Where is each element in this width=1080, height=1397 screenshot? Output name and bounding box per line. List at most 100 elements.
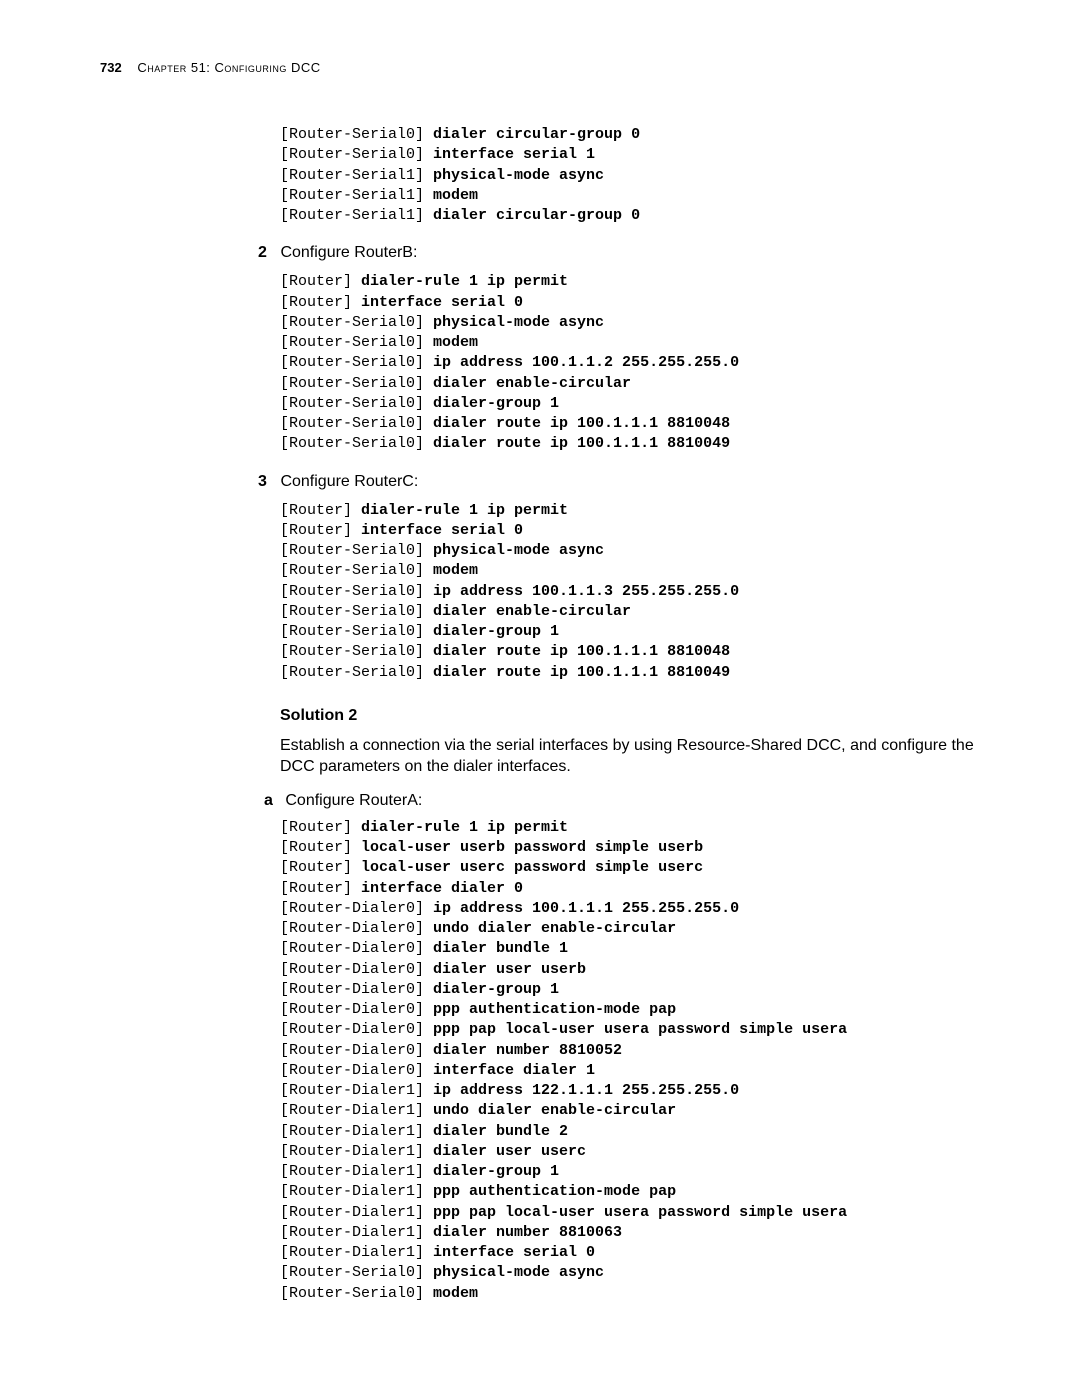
step-2: 2 Configure RouterB: bbox=[258, 244, 980, 262]
solution-paragraph: Establish a connection via the serial in… bbox=[280, 735, 980, 778]
document-page: 732 Chapter 51: Configuring DCC [Router-… bbox=[0, 0, 1080, 1382]
page-number: 732 bbox=[100, 60, 122, 75]
code-line: [Router-Serial0] modem bbox=[280, 1284, 980, 1304]
code-command: dialer bundle 1 bbox=[433, 940, 568, 957]
code-line: [Router-Dialer1] undo dialer enable-circ… bbox=[280, 1101, 980, 1121]
code-prompt: [Router-Dialer0] bbox=[280, 1042, 433, 1059]
code-command: physical-mode async bbox=[433, 1264, 604, 1281]
code-line: [Router-Dialer1] dialer bundle 2 bbox=[280, 1122, 980, 1142]
code-command: ip address 122.1.1.1 255.255.255.0 bbox=[433, 1082, 739, 1099]
code-command: modem bbox=[433, 562, 478, 579]
code-prompt: [Router-Serial0] bbox=[280, 1264, 433, 1281]
code-line: [Router-Serial0] dialer enable-circular bbox=[280, 374, 980, 394]
code-prompt: [Router-Dialer1] bbox=[280, 1183, 433, 1200]
step-text: Configure RouterC: bbox=[280, 473, 418, 490]
code-line: [Router-Dialer1] interface serial 0 bbox=[280, 1243, 980, 1263]
code-command: dialer bundle 2 bbox=[433, 1123, 568, 1140]
code-prompt: [Router-Dialer1] bbox=[280, 1102, 433, 1119]
code-command: dialer-rule 1 ip permit bbox=[361, 273, 568, 290]
code-prompt: [Router-Serial1] bbox=[280, 207, 433, 224]
code-line: [Router] interface dialer 0 bbox=[280, 879, 980, 899]
code-line: [Router] interface serial 0 bbox=[280, 293, 980, 313]
code-line: [Router-Dialer0] dialer user userb bbox=[280, 960, 980, 980]
step-text: Configure RouterB: bbox=[280, 244, 417, 261]
code-command: interface serial 0 bbox=[433, 1244, 595, 1261]
code-prompt: [Router-Dialer1] bbox=[280, 1204, 433, 1221]
code-prompt: [Router-Serial0] bbox=[280, 623, 433, 640]
code-command: local-user userb password simple userb bbox=[361, 839, 703, 856]
code-prompt: [Router-Dialer0] bbox=[280, 961, 433, 978]
code-prompt: [Router] bbox=[280, 839, 361, 856]
code-command: ip address 100.1.1.1 255.255.255.0 bbox=[433, 900, 739, 917]
code-command: dialer enable-circular bbox=[433, 603, 631, 620]
code-line: [Router-Dialer0] dialer bundle 1 bbox=[280, 939, 980, 959]
code-command: interface dialer 0 bbox=[361, 880, 523, 897]
code-prompt: [Router-Serial0] bbox=[280, 542, 433, 559]
code-command: physical-mode async bbox=[433, 167, 604, 184]
code-prompt: [Router-Dialer0] bbox=[280, 1021, 433, 1038]
code-prompt: [Router] bbox=[280, 819, 361, 836]
code-line: [Router-Dialer1] dialer number 8810063 bbox=[280, 1223, 980, 1243]
code-prompt: [Router-Serial0] bbox=[280, 146, 433, 163]
code-line: [Router-Serial0] modem bbox=[280, 561, 980, 581]
code-command: dialer-group 1 bbox=[433, 1163, 559, 1180]
code-command: modem bbox=[433, 334, 478, 351]
code-prompt: [Router-Dialer0] bbox=[280, 981, 433, 998]
code-prompt: [Router] bbox=[280, 880, 361, 897]
code-line: [Router-Serial0] interface serial 1 bbox=[280, 145, 980, 165]
solution-heading: Solution 2 bbox=[280, 707, 980, 725]
code-command: dialer route ip 100.1.1.1 8810049 bbox=[433, 435, 730, 452]
code-command: physical-mode async bbox=[433, 542, 604, 559]
code-command: interface serial 0 bbox=[361, 522, 523, 539]
code-prompt: [Router-Dialer1] bbox=[280, 1224, 433, 1241]
code-line: [Router] local-user userb password simpl… bbox=[280, 838, 980, 858]
code-line: [Router] dialer-rule 1 ip permit bbox=[280, 501, 980, 521]
code-prompt: [Router] bbox=[280, 522, 361, 539]
code-prompt: [Router-Serial0] bbox=[280, 603, 433, 620]
code-line: [Router-Dialer0] ppp pap local-user user… bbox=[280, 1020, 980, 1040]
substep-letter: a bbox=[264, 792, 273, 809]
code-line: [Router-Dialer1] dialer user userc bbox=[280, 1142, 980, 1162]
code-line: [Router-Serial0] physical-mode async bbox=[280, 541, 980, 561]
code-prompt: [Router-Dialer1] bbox=[280, 1123, 433, 1140]
code-prompt: [Router-Dialer0] bbox=[280, 900, 433, 917]
code-command: undo dialer enable-circular bbox=[433, 1102, 676, 1119]
code-line: [Router-Serial1] physical-mode async bbox=[280, 166, 980, 186]
code-command: dialer user userc bbox=[433, 1143, 586, 1160]
code-command: ip address 100.1.1.3 255.255.255.0 bbox=[433, 583, 739, 600]
code-prompt: [Router-Dialer0] bbox=[280, 1001, 433, 1018]
code-line: [Router-Dialer0] dialer-group 1 bbox=[280, 980, 980, 1000]
code-block-3: [Router] dialer-rule 1 ip permit[Router]… bbox=[280, 501, 980, 683]
code-line: [Router-Serial0] dialer route ip 100.1.1… bbox=[280, 434, 980, 454]
code-block-1: [Router-Serial0] dialer circular-group 0… bbox=[280, 125, 980, 226]
code-command: dialer-group 1 bbox=[433, 981, 559, 998]
code-prompt: [Router-Serial0] bbox=[280, 415, 433, 432]
step-number: 3 bbox=[258, 473, 276, 491]
code-prompt: [Router-Serial1] bbox=[280, 187, 433, 204]
code-line: [Router] dialer-rule 1 ip permit bbox=[280, 818, 980, 838]
code-prompt: [Router-Serial0] bbox=[280, 562, 433, 579]
code-line: [Router-Serial0] dialer route ip 100.1.1… bbox=[280, 414, 980, 434]
chapter-label: Chapter 51: Configuring DCC bbox=[137, 60, 320, 75]
code-prompt: [Router-Serial0] bbox=[280, 583, 433, 600]
code-line: [Router-Serial0] dialer route ip 100.1.1… bbox=[280, 663, 980, 683]
code-line: [Router] dialer-rule 1 ip permit bbox=[280, 272, 980, 292]
code-line: [Router-Serial0] modem bbox=[280, 333, 980, 353]
code-command: interface serial 0 bbox=[361, 294, 523, 311]
code-prompt: [Router-Serial0] bbox=[280, 334, 433, 351]
code-line: [Router-Serial1] dialer circular-group 0 bbox=[280, 206, 980, 226]
page-content: [Router-Serial0] dialer circular-group 0… bbox=[280, 125, 980, 1304]
code-line: [Router-Dialer1] ppp authentication-mode… bbox=[280, 1182, 980, 1202]
substep-text: Configure RouterA: bbox=[285, 792, 422, 809]
code-command: ip address 100.1.1.2 255.255.255.0 bbox=[433, 354, 739, 371]
code-prompt: [Router-Dialer1] bbox=[280, 1163, 433, 1180]
code-line: [Router-Dialer0] dialer number 8810052 bbox=[280, 1041, 980, 1061]
code-command: interface dialer 1 bbox=[433, 1062, 595, 1079]
code-command: dialer circular-group 0 bbox=[433, 126, 640, 143]
code-line: [Router-Serial0] ip address 100.1.1.3 25… bbox=[280, 582, 980, 602]
code-line: [Router-Serial0] physical-mode async bbox=[280, 313, 980, 333]
code-command: dialer-group 1 bbox=[433, 623, 559, 640]
code-line: [Router-Dialer1] ip address 122.1.1.1 25… bbox=[280, 1081, 980, 1101]
code-line: [Router-Serial0] dialer-group 1 bbox=[280, 622, 980, 642]
code-command: undo dialer enable-circular bbox=[433, 920, 676, 937]
